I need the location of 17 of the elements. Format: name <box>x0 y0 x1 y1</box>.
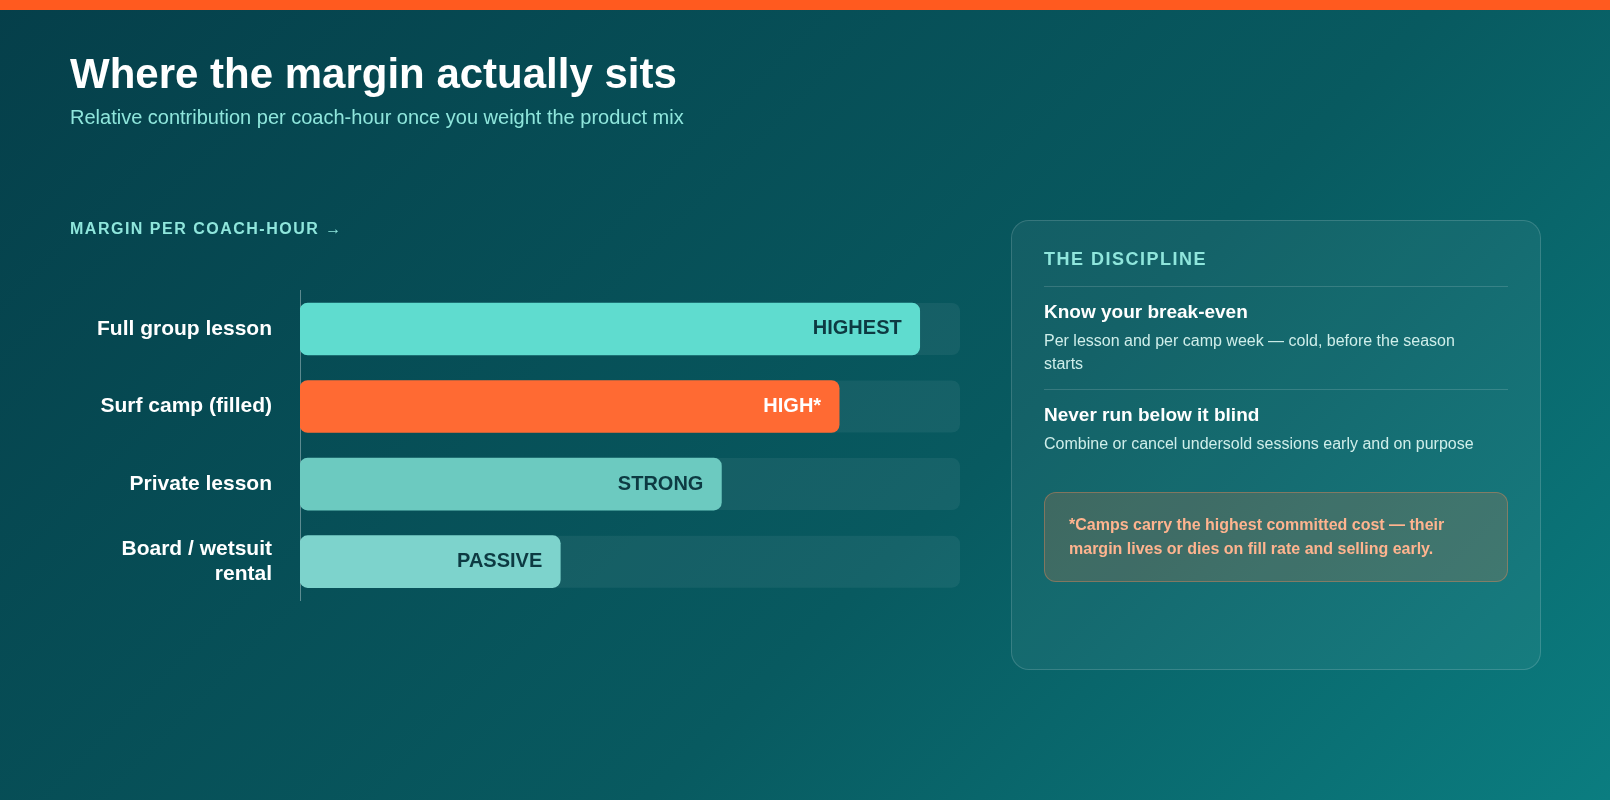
annotation: STRONG <box>617 471 704 494</box>
x-axis-title: MARGIN PER COACH-HOUR → <box>70 220 343 238</box>
y-tick-label: Board / wetsuit rental <box>121 535 272 585</box>
text: Never run below it blind <box>1044 404 1261 427</box>
chart-title: Where the margin actually sits <box>70 50 678 98</box>
text: THE DISCIPLINE <box>1044 249 1508 287</box>
text: Per lesson and per camp week — cold, before the season starts <box>1044 331 1456 375</box>
text: Combine or cancel undersold sessions early and on purpose <box>1044 434 1474 455</box>
y-tick-label: Surf camp (filled) <box>100 393 272 417</box>
text: *Camps carry the highest committed cost — their margin lives or dies on fill rate and selling early. <box>1044 491 1508 582</box>
annotation: HIGH* <box>763 394 822 417</box>
y-tick-label: Private lesson <box>129 470 272 494</box>
y-tick-label: Full group lesson <box>96 315 272 339</box>
text: Know your break-even <box>1044 301 1249 323</box>
chart-subtitle: Relative contribution per coach-hour once you weight the product mix <box>70 106 685 129</box>
annotation: HIGHEST <box>812 316 902 339</box>
annotation: PASSIVE <box>457 549 543 572</box>
